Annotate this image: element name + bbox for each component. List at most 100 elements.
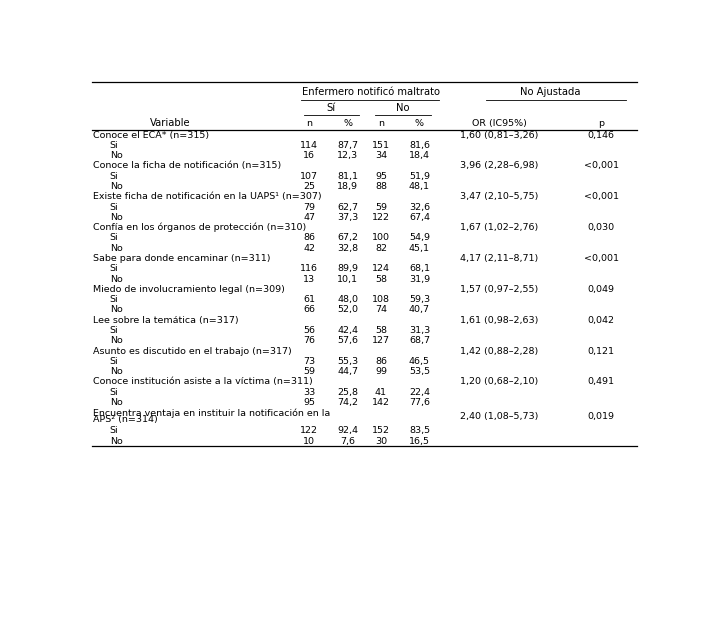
Text: 7,6: 7,6: [341, 437, 356, 446]
Text: 151: 151: [372, 141, 390, 150]
Text: 57,6: 57,6: [337, 336, 358, 345]
Text: Si: Si: [109, 427, 119, 435]
Text: 99: 99: [375, 367, 387, 376]
Text: 127: 127: [372, 336, 390, 345]
Text: 3,96 (2,28–6,98): 3,96 (2,28–6,98): [460, 161, 538, 171]
Text: 42: 42: [304, 243, 315, 253]
Text: 45,1: 45,1: [409, 243, 430, 253]
Text: Si: Si: [109, 172, 119, 181]
Text: 16,5: 16,5: [409, 437, 430, 446]
Text: 0,121: 0,121: [588, 347, 615, 355]
Text: Asunto es discutido en el trabajo (n=317): Asunto es discutido en el trabajo (n=317…: [93, 347, 292, 355]
Text: Conoce institución asiste a la víctima (n=311): Conoce institución asiste a la víctima (…: [93, 378, 313, 386]
Text: 53,5: 53,5: [409, 367, 430, 376]
Text: 0,019: 0,019: [588, 412, 615, 421]
Text: <0,001: <0,001: [584, 193, 619, 201]
Text: 37,3: 37,3: [337, 213, 358, 222]
Text: 116: 116: [300, 265, 319, 273]
Text: 34: 34: [375, 151, 387, 160]
Text: Conoce el ECA* (n=315): Conoce el ECA* (n=315): [93, 130, 210, 140]
Text: Miedo de involucramiento legal (n=309): Miedo de involucramiento legal (n=309): [93, 285, 285, 294]
Text: 0,030: 0,030: [588, 223, 615, 232]
Text: OR (IC95%): OR (IC95%): [472, 119, 527, 128]
Text: 100: 100: [372, 233, 390, 242]
Text: Confía en los órganos de protección (n=310): Confía en los órganos de protección (n=3…: [93, 223, 306, 232]
Text: 124: 124: [372, 265, 390, 273]
Text: Si: Si: [109, 295, 119, 304]
Text: 47: 47: [304, 213, 315, 222]
Text: <0,001: <0,001: [584, 254, 619, 263]
Text: 1,61 (0,98–2,63): 1,61 (0,98–2,63): [460, 315, 538, 325]
Text: No: No: [109, 182, 122, 191]
Text: No: No: [396, 104, 410, 114]
Text: 1,20 (0,68–2,10): 1,20 (0,68–2,10): [460, 378, 538, 386]
Text: Si: Si: [109, 326, 119, 335]
Text: 52,0: 52,0: [337, 306, 358, 314]
Text: No: No: [109, 306, 122, 314]
Text: 30: 30: [375, 437, 387, 446]
Text: 0,049: 0,049: [588, 285, 615, 294]
Text: 54,9: 54,9: [409, 233, 430, 242]
Text: Existe ficha de notificación en la UAPS¹ (n=307): Existe ficha de notificación en la UAPS¹…: [93, 193, 322, 201]
Text: APS² (n=314): APS² (n=314): [93, 415, 158, 424]
Text: No: No: [109, 243, 122, 253]
Text: No: No: [109, 367, 122, 376]
Text: Lee sobre la temática (n=317): Lee sobre la temática (n=317): [93, 315, 239, 325]
Text: 22,4: 22,4: [409, 388, 430, 397]
Text: 0,042: 0,042: [588, 315, 615, 325]
Text: No: No: [109, 151, 122, 160]
Text: <0,001: <0,001: [584, 161, 619, 171]
Text: 87,7: 87,7: [337, 141, 358, 150]
Text: 1,67 (1,02–2,76): 1,67 (1,02–2,76): [460, 223, 538, 232]
Text: 25: 25: [304, 182, 315, 191]
Text: Sabe para donde encaminar (n=311): Sabe para donde encaminar (n=311): [93, 254, 271, 263]
Text: 61: 61: [304, 295, 315, 304]
Text: 95: 95: [375, 172, 387, 181]
Text: 67,4: 67,4: [409, 213, 430, 222]
Text: 122: 122: [372, 213, 390, 222]
Text: No: No: [109, 274, 122, 284]
Text: n: n: [306, 119, 312, 128]
Text: 74,2: 74,2: [337, 398, 358, 407]
Text: 41: 41: [375, 388, 387, 397]
Text: 152: 152: [372, 427, 390, 435]
Text: 32,6: 32,6: [409, 202, 430, 212]
Text: No: No: [109, 213, 122, 222]
Text: Si: Si: [109, 388, 119, 397]
Text: Conoce la ficha de notificación (n=315): Conoce la ficha de notificación (n=315): [93, 161, 282, 171]
Text: 86: 86: [304, 233, 315, 242]
Text: 79: 79: [304, 202, 315, 212]
Text: 44,7: 44,7: [337, 367, 358, 376]
Text: 48,1: 48,1: [409, 182, 430, 191]
Text: 46,5: 46,5: [409, 357, 430, 366]
Text: 77,6: 77,6: [409, 398, 430, 407]
Text: 55,3: 55,3: [337, 357, 358, 366]
Text: 59: 59: [375, 202, 387, 212]
Text: 92,4: 92,4: [337, 427, 358, 435]
Text: %: %: [343, 119, 353, 128]
Text: 40,7: 40,7: [409, 306, 430, 314]
Text: 95: 95: [304, 398, 315, 407]
Text: 89,9: 89,9: [337, 265, 358, 273]
Text: 10: 10: [304, 437, 315, 446]
Text: 73: 73: [303, 357, 316, 366]
Text: Sí: Sí: [327, 104, 336, 114]
Text: Variable: Variable: [150, 118, 191, 129]
Text: 88: 88: [375, 182, 387, 191]
Text: 59: 59: [304, 367, 315, 376]
Text: 142: 142: [372, 398, 390, 407]
Text: 0,146: 0,146: [588, 130, 615, 140]
Text: 42,4: 42,4: [337, 326, 358, 335]
Text: 18,9: 18,9: [337, 182, 358, 191]
Text: 51,9: 51,9: [409, 172, 430, 181]
Text: 81,1: 81,1: [337, 172, 358, 181]
Text: 82: 82: [375, 243, 387, 253]
Text: 2,40 (1,08–5,73): 2,40 (1,08–5,73): [460, 412, 538, 421]
Text: 67,2: 67,2: [337, 233, 358, 242]
Text: 1,42 (0,88–2,28): 1,42 (0,88–2,28): [460, 347, 538, 355]
Text: 12,3: 12,3: [337, 151, 358, 160]
Text: 1,57 (0,97–2,55): 1,57 (0,97–2,55): [460, 285, 538, 294]
Text: 13: 13: [303, 274, 316, 284]
Text: 31,9: 31,9: [409, 274, 430, 284]
Text: No: No: [109, 437, 122, 446]
